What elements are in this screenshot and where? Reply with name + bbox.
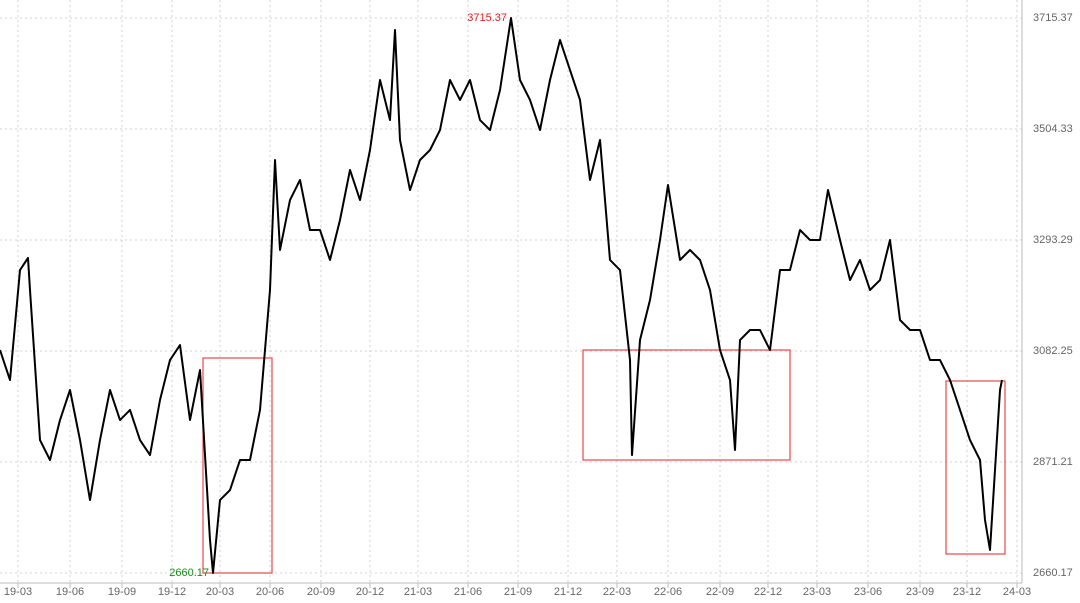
y-tick-label: 3715.37 — [1033, 12, 1073, 24]
x-tick-label: 20-06 — [256, 586, 284, 598]
highlight-box — [945, 380, 1006, 555]
highlight-box — [582, 349, 791, 461]
y-tick-label: 3504.33 — [1033, 123, 1073, 135]
x-tick-label: 23-06 — [854, 586, 882, 598]
x-tick-label: 20-12 — [356, 586, 384, 598]
x-tick-label: 22-09 — [706, 586, 734, 598]
x-tick-label: 21-03 — [404, 586, 432, 598]
x-tick-label: 21-09 — [504, 586, 532, 598]
x-tick-label: 19-12 — [158, 586, 186, 598]
x-tick-label: 22-03 — [603, 586, 631, 598]
highlight-box — [202, 357, 273, 574]
x-tick-label: 23-12 — [953, 586, 981, 598]
y-tick-label: 3082.25 — [1033, 345, 1073, 357]
x-tick-label: 24-03 — [1003, 586, 1031, 598]
x-tick-label: 22-12 — [754, 586, 782, 598]
x-tick-label: 19-06 — [56, 586, 84, 598]
x-tick-label: 23-03 — [803, 586, 831, 598]
y-tick-label: 3293.29 — [1033, 234, 1073, 246]
x-tick-label: 19-03 — [4, 586, 32, 598]
price-line — [0, 17, 1003, 574]
x-tick-label: 22-06 — [654, 586, 682, 598]
x-tick-label: 20-03 — [206, 586, 234, 598]
x-tick-label: 21-12 — [554, 586, 582, 598]
min-label: 2660.17 — [169, 567, 209, 579]
x-tick-label: 19-09 — [108, 586, 136, 598]
x-tick-label: 23-09 — [906, 586, 934, 598]
max-label: 3715.37 — [467, 12, 507, 24]
x-tick-label: 20-09 — [307, 586, 335, 598]
grid — [0, 0, 1022, 583]
y-tick-label: 2660.17 — [1033, 567, 1073, 579]
y-tick-label: 2871.21 — [1033, 456, 1073, 468]
x-tick-label: 21-06 — [454, 586, 482, 598]
